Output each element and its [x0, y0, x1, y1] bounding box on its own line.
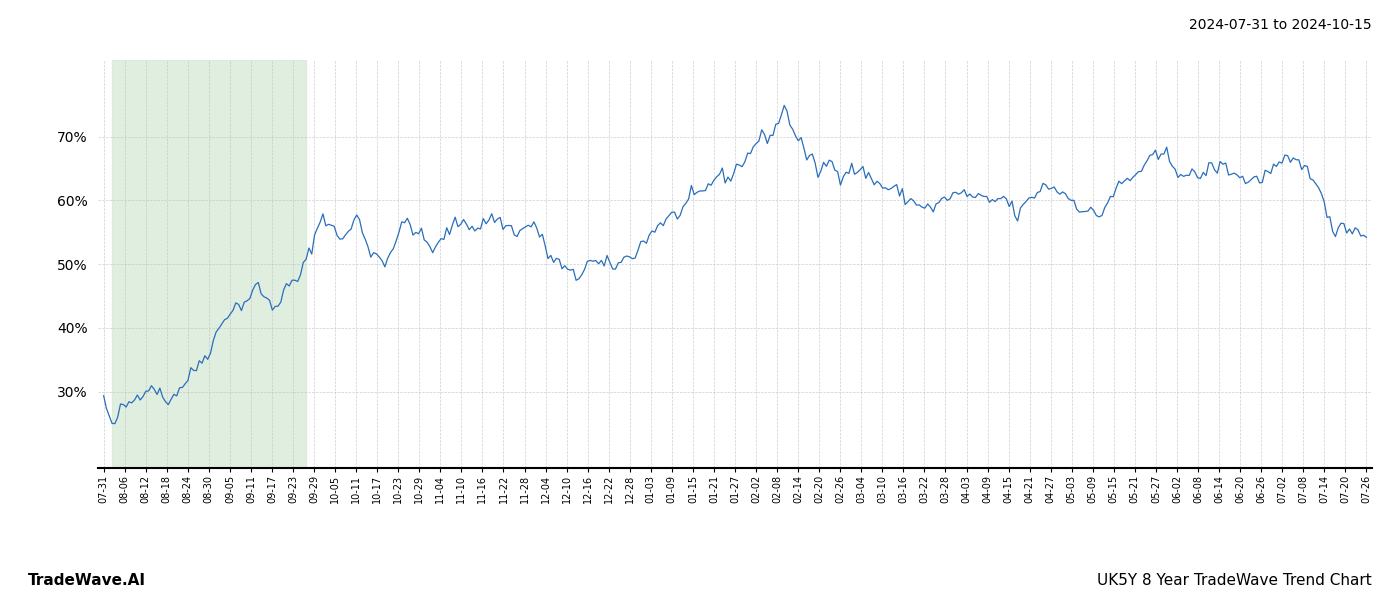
Text: TradeWave.AI: TradeWave.AI: [28, 573, 146, 588]
Text: UK5Y 8 Year TradeWave Trend Chart: UK5Y 8 Year TradeWave Trend Chart: [1098, 573, 1372, 588]
Bar: [112, 60, 307, 468]
Text: 2024-07-31 to 2024-10-15: 2024-07-31 to 2024-10-15: [1190, 18, 1372, 32]
